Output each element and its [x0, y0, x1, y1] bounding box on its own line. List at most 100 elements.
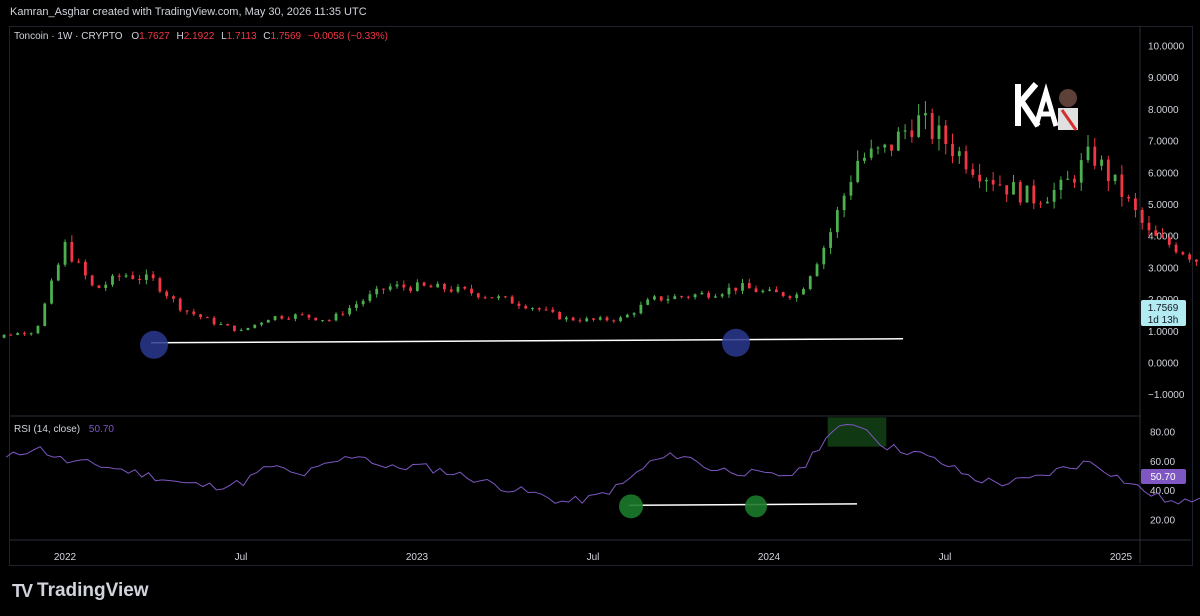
candle [443, 283, 446, 293]
legend-symbol: Toncoin · 1W · CRYPTO [14, 31, 123, 42]
support-touch-marker [722, 328, 750, 357]
rsi-plot [6, 417, 1200, 505]
candle [1079, 152, 1083, 191]
candle [307, 314, 311, 321]
candle [822, 245, 826, 270]
candle [1039, 200, 1042, 208]
candle [368, 290, 372, 303]
support-touch-marker [140, 330, 168, 359]
candle [693, 293, 697, 300]
candle [1005, 185, 1009, 203]
rsi-legend-label: RSI (14, close) [14, 424, 80, 435]
candle [863, 152, 866, 164]
candle [192, 308, 196, 317]
candle [531, 307, 534, 311]
candle [625, 313, 629, 318]
candle [16, 332, 20, 336]
candle [23, 331, 26, 336]
candle [199, 313, 202, 320]
candle [869, 139, 873, 161]
candle [1113, 174, 1117, 185]
candle [497, 294, 501, 301]
candle [1120, 165, 1124, 207]
candle [287, 316, 291, 321]
time-tick-label: Jul [587, 552, 600, 563]
candle [802, 287, 805, 295]
candle [700, 290, 704, 295]
candle [1059, 176, 1063, 200]
candle [83, 259, 87, 280]
candle [1127, 194, 1131, 202]
candle [957, 146, 961, 164]
candle [260, 321, 263, 327]
candle [300, 312, 304, 316]
price-tick-label: 0.0000 [1148, 359, 1179, 370]
legend-o-label: O [131, 31, 139, 42]
candle [476, 292, 480, 300]
drawings [140, 328, 904, 519]
legend-c-value: 1.7569 [271, 31, 302, 42]
time-tick-label: 2025 [1110, 552, 1133, 563]
candle [1073, 175, 1076, 189]
candle [165, 289, 169, 299]
candle [646, 297, 650, 306]
candle [1106, 155, 1110, 192]
price-tick-label: 8.0000 [1148, 105, 1179, 116]
candle [924, 101, 927, 130]
legend-c-label: C [263, 31, 270, 42]
candle [388, 283, 392, 292]
rsi-line [6, 423, 1200, 505]
candle [151, 271, 155, 282]
rsi-tick-label: 20.00 [1150, 516, 1175, 527]
candle [978, 163, 982, 189]
candle [727, 283, 731, 298]
rsi-tick-label: 60.00 [1150, 457, 1175, 468]
candle [1134, 192, 1137, 218]
candle [314, 317, 318, 321]
candle [138, 275, 141, 285]
candle [280, 314, 284, 320]
rsi-tick-label: 40.00 [1150, 486, 1175, 497]
candle [612, 319, 616, 324]
time-axis: 2022Jul2023Jul2024Jul2025Jul2026Jul2027J… [54, 552, 1133, 563]
candle [1086, 135, 1090, 163]
candle [673, 294, 677, 300]
candle [239, 328, 243, 332]
candle [876, 146, 880, 155]
candle [1181, 251, 1185, 256]
candle [375, 285, 379, 298]
price-tick-label: 7.0000 [1148, 137, 1179, 148]
candle [761, 289, 765, 294]
candle [212, 315, 216, 326]
tradingview-logo[interactable]: TV TradingView [12, 580, 149, 602]
candle [571, 316, 575, 322]
rsi-overbought-fill [827, 417, 887, 447]
candle [490, 297, 494, 299]
candle [1045, 197, 1049, 204]
chart-area[interactable] [9, 26, 1193, 566]
legend-o-value: 1.7627 [139, 31, 170, 42]
candle [124, 272, 128, 279]
candle [131, 271, 135, 280]
candle [510, 295, 514, 304]
price-axis: 10.00009.00008.00007.00006.00005.00004.0… [1148, 42, 1185, 402]
candle [334, 312, 338, 322]
candle [1032, 179, 1036, 210]
bar-countdown: 1d 13h [1148, 315, 1179, 326]
candles [2, 101, 1198, 339]
candle [1025, 185, 1029, 203]
candle [585, 316, 589, 322]
candle [964, 145, 968, 174]
candle [971, 163, 975, 178]
candle [795, 292, 799, 302]
candle [449, 286, 453, 293]
candle [348, 304, 351, 317]
candle [835, 206, 839, 238]
candle [436, 281, 440, 288]
legend-change: −0.0058 (−0.33%) [308, 31, 388, 42]
candle [632, 312, 636, 318]
candle [429, 284, 433, 288]
candle [741, 278, 744, 295]
time-tick-label: 2022 [54, 552, 77, 563]
